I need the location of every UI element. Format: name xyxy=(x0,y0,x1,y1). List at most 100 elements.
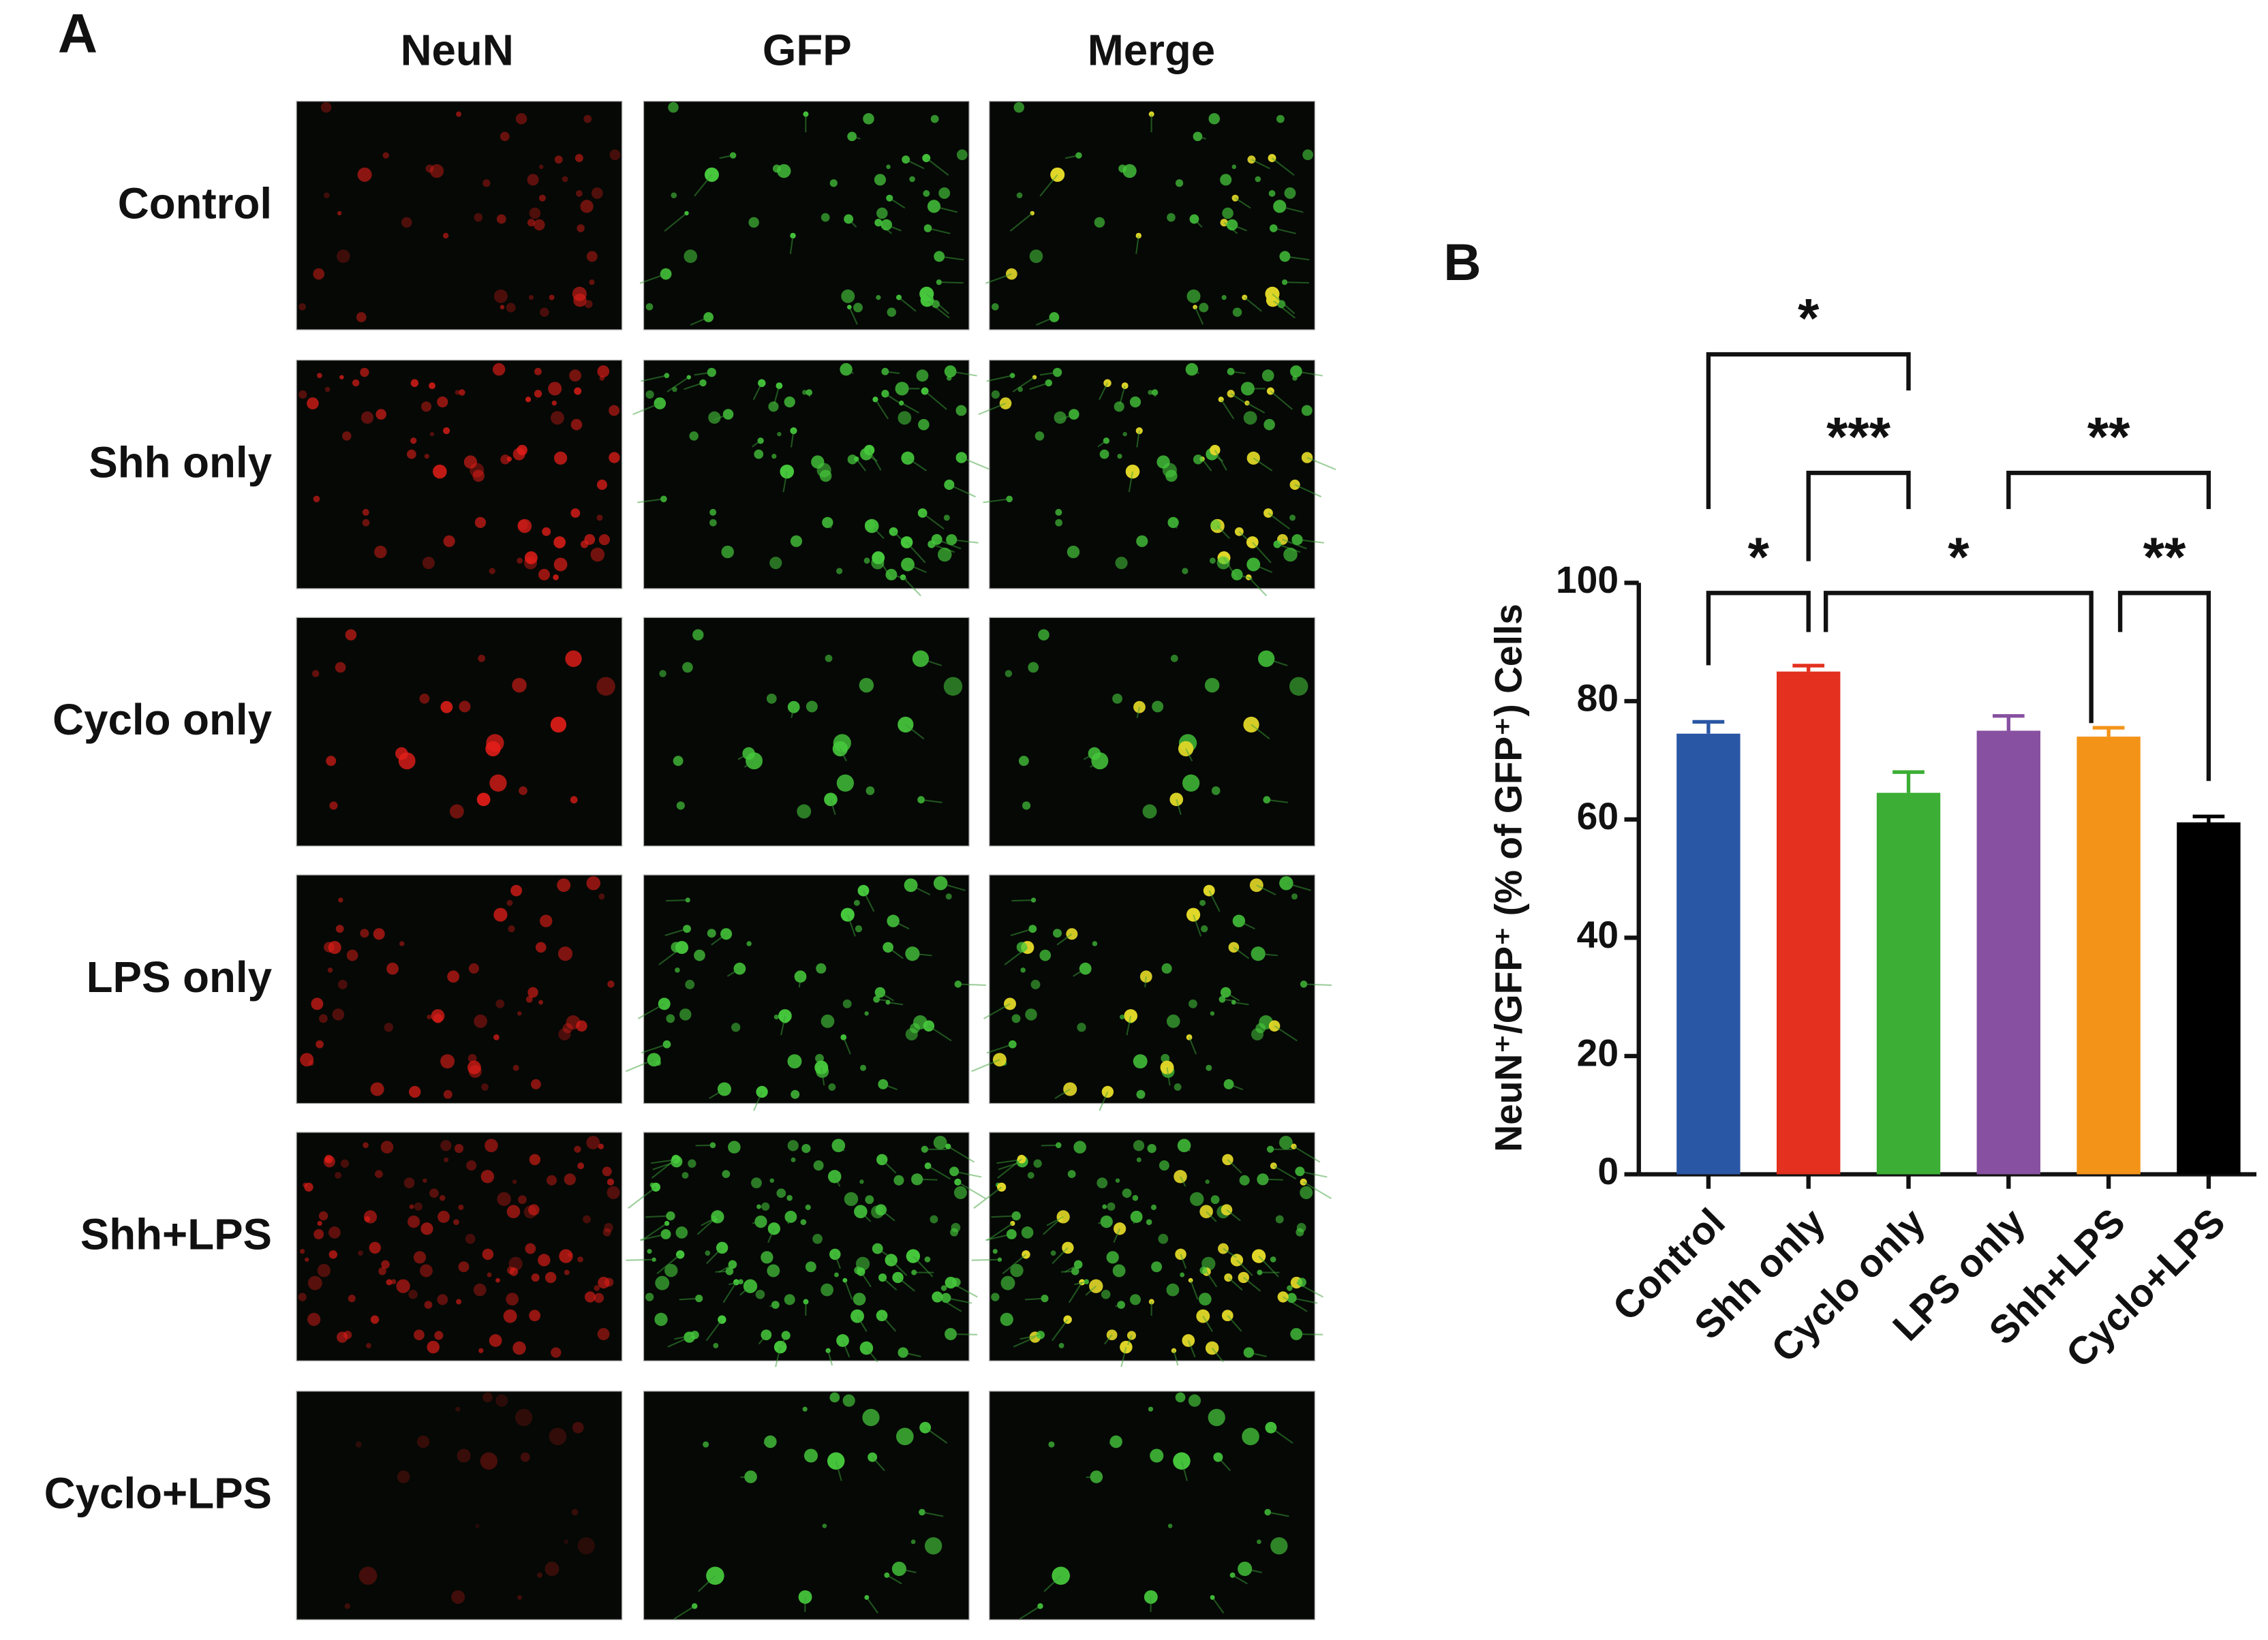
cell xyxy=(594,1293,604,1303)
cell xyxy=(1038,629,1049,640)
cell xyxy=(524,551,538,565)
cell xyxy=(493,1034,500,1040)
cell xyxy=(500,454,510,465)
cell xyxy=(551,1347,562,1358)
cell xyxy=(955,405,967,416)
cell xyxy=(1122,431,1127,437)
cell xyxy=(1100,1215,1113,1228)
neurite xyxy=(632,403,660,416)
neurite xyxy=(1220,399,1235,420)
cell xyxy=(307,1312,321,1327)
cell xyxy=(466,1160,477,1171)
cell xyxy=(361,411,374,424)
cell xyxy=(885,568,898,581)
significance-label: ** xyxy=(2143,527,2186,588)
neurite xyxy=(1010,928,1033,937)
cell xyxy=(520,1452,530,1462)
cell xyxy=(1198,1293,1212,1306)
cell xyxy=(1114,401,1124,412)
cell xyxy=(999,397,1012,409)
neurite xyxy=(1227,1159,1242,1174)
cell xyxy=(673,756,684,767)
cell xyxy=(375,1170,383,1179)
neurite xyxy=(1019,1605,1041,1620)
neurite xyxy=(719,155,733,159)
neurite xyxy=(1139,540,1143,543)
micrograph xyxy=(989,1391,1315,1620)
significance-bracket xyxy=(1706,591,1811,666)
neurite xyxy=(838,1145,845,1151)
cell xyxy=(340,1159,350,1168)
cell xyxy=(771,453,777,459)
cell xyxy=(689,431,699,441)
neurite xyxy=(913,1255,934,1278)
neurite xyxy=(997,1158,1022,1179)
cell xyxy=(1020,968,1026,973)
cell xyxy=(345,629,357,640)
cell xyxy=(1292,375,1298,381)
image-frame xyxy=(643,1391,970,1620)
cell xyxy=(1265,1421,1277,1434)
cell xyxy=(1255,176,1261,183)
cell xyxy=(1148,390,1153,395)
cell xyxy=(1208,1408,1225,1427)
cell xyxy=(317,1220,322,1226)
neurite xyxy=(1043,1218,1061,1235)
neurite xyxy=(842,1340,850,1358)
neurite xyxy=(882,1277,898,1291)
error-bar xyxy=(1692,720,1725,734)
cell xyxy=(528,294,534,300)
cell xyxy=(397,1470,410,1483)
cell xyxy=(836,568,843,574)
cell xyxy=(482,1248,494,1260)
cell xyxy=(937,547,952,562)
cell xyxy=(609,405,620,416)
cell xyxy=(607,1178,615,1186)
cell xyxy=(1005,268,1017,280)
cell xyxy=(811,455,825,469)
neurite xyxy=(1136,431,1140,448)
neurite xyxy=(891,574,908,580)
cell xyxy=(538,568,550,581)
micrograph xyxy=(643,1391,970,1620)
cell xyxy=(363,1210,378,1224)
micrograph xyxy=(296,1132,623,1361)
cell xyxy=(801,1143,811,1154)
cell xyxy=(1188,1394,1201,1407)
neurite xyxy=(827,522,832,529)
cell xyxy=(1158,1233,1169,1244)
cell xyxy=(647,1249,652,1254)
neurite xyxy=(1002,1254,1027,1275)
row-label: Shh+LPS xyxy=(80,1211,272,1259)
cell xyxy=(1211,786,1221,795)
cell xyxy=(355,1441,362,1448)
neurite xyxy=(639,273,666,284)
neurite xyxy=(780,1015,786,1036)
cell xyxy=(360,929,369,938)
neurite xyxy=(709,1088,725,1100)
neurite xyxy=(752,439,761,448)
neurite xyxy=(652,1160,677,1171)
cell xyxy=(329,801,338,810)
cell xyxy=(527,987,538,998)
neurite xyxy=(986,1043,1013,1054)
neurite xyxy=(1060,1270,1075,1273)
cell xyxy=(324,192,330,198)
cell xyxy=(307,1275,322,1290)
cell xyxy=(326,756,337,767)
cell xyxy=(1119,1015,1125,1020)
cell xyxy=(456,1299,462,1305)
neurite xyxy=(787,1216,792,1224)
image-frame xyxy=(643,101,970,330)
cell xyxy=(529,1310,541,1322)
cell xyxy=(300,1053,314,1067)
neurite xyxy=(1251,724,1270,740)
neurite xyxy=(1285,256,1310,261)
neurite xyxy=(881,1159,897,1174)
neurite xyxy=(1189,1037,1197,1055)
neurite xyxy=(1256,884,1276,896)
cell xyxy=(485,741,501,757)
image-frame xyxy=(296,101,623,330)
neurite xyxy=(698,1575,716,1592)
cell xyxy=(376,409,386,420)
